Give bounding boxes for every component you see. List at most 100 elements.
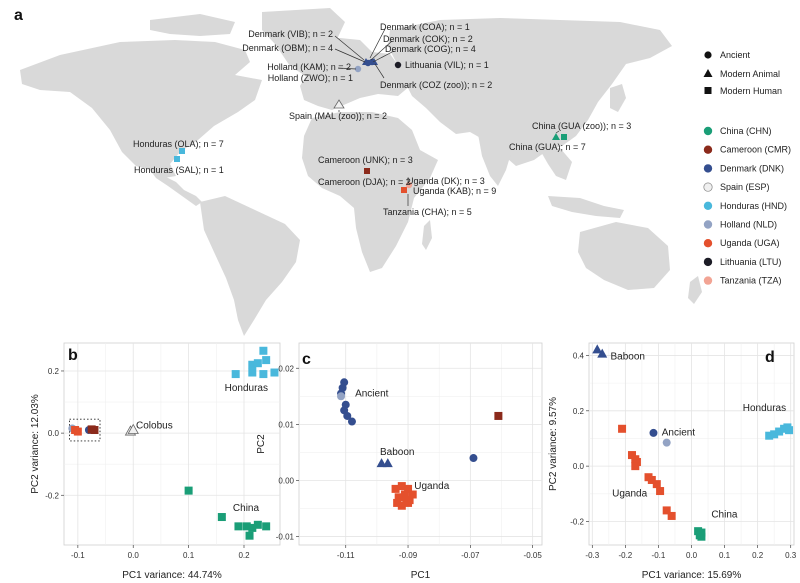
x-tick-label: -0.1 — [652, 551, 666, 560]
annotation-ancient: Ancient — [355, 388, 389, 399]
site-label-denmark-vib: Denmark (VIB); n = 2 — [248, 29, 333, 39]
legend-color-cmr — [703, 145, 713, 154]
legend-color-label-hnd: Honduras (HND) — [720, 201, 787, 211]
panel-label-c: c — [302, 351, 311, 368]
data-point-b-20 — [253, 520, 262, 529]
land-indonesia — [548, 196, 624, 218]
data-point-b-5 — [90, 426, 99, 435]
land-europe — [292, 38, 410, 110]
data-point-b-23 — [245, 531, 254, 540]
land-africa — [302, 112, 438, 272]
site-cameroon-marker — [364, 168, 370, 174]
land-japan — [610, 84, 626, 112]
legend-color-label-chn: China (CHN) — [720, 126, 772, 136]
y-tick-label: -0.01 — [276, 533, 295, 542]
annotation-honduras: Honduras — [225, 383, 268, 394]
legend-modern-human-label: Modern Human — [720, 86, 782, 96]
data-point-b-13 — [248, 368, 257, 377]
y-tick-label: 0.00 — [278, 476, 294, 485]
x-tick-label: -0.3 — [585, 551, 599, 560]
data-point-d-18 — [697, 532, 706, 541]
site-label-spain-mal: Spain (MAL (zoo)); n = 2 — [289, 111, 387, 121]
site-honduras-sal-marker — [174, 156, 180, 162]
legend-color-label-dnk: Denmark (DNK) — [720, 163, 784, 173]
legend-color-chn — [703, 126, 713, 136]
data-point-b-12 — [231, 370, 240, 379]
site-uganda-marker — [401, 187, 407, 193]
data-point-b-8 — [259, 346, 268, 355]
land-arctic-islands — [150, 14, 235, 36]
plot-area-c — [298, 342, 543, 546]
y-tick-label: -0.2 — [45, 491, 59, 500]
x-tick-label: 0.3 — [785, 551, 797, 560]
legend-color-label-esp: Spain (ESP) — [720, 182, 770, 192]
annotation-colobus: Colobus — [136, 420, 173, 431]
data-point-c-16 — [400, 490, 409, 499]
plot-area-b — [63, 342, 281, 546]
land-india — [478, 134, 512, 186]
land-australia — [578, 222, 670, 290]
data-point-c-14 — [404, 484, 413, 493]
annotation-honduras: Honduras — [743, 403, 786, 414]
data-point-d-8 — [631, 462, 640, 471]
y-tick-label: 0.01 — [278, 420, 294, 429]
pca-plot-d: -0.3 -0.2 -0.1 0.0 0.1 0.2 0.3 -0.2 0.0 0.2 0.4 PC1… — [548, 342, 797, 581]
site-label-denmark-coa: Denmark (COA); n = 1 — [380, 22, 470, 32]
data-point-b-9 — [248, 360, 257, 369]
x-tick-label: 0.2 — [238, 551, 250, 560]
x-tick-label: -0.07 — [461, 551, 480, 560]
site-label-holland-zwo: Holland (ZWO); n = 1 — [268, 73, 353, 83]
x-tick-label: 0.0 — [686, 551, 698, 560]
site-label-tanzania-cha: Tanzania (CHA); n = 5 — [383, 207, 472, 217]
data-point-d-19 — [765, 431, 774, 440]
data-point-d-10 — [647, 475, 656, 484]
site-holland-marker — [354, 65, 362, 73]
site-label-china-gua-zoo: China (GUA (zoo)); n = 3 — [532, 121, 631, 131]
land-south-america — [200, 196, 300, 336]
legend-color-label-nld: Holland (NLD) — [720, 220, 777, 230]
data-point-c-7 — [347, 417, 356, 426]
data-point-b-15 — [270, 368, 279, 377]
site-tanzania-marker — [405, 181, 413, 189]
legend-color-uga — [703, 239, 713, 248]
legend-color-esp — [703, 182, 713, 192]
legend-color-hnd — [703, 201, 713, 210]
site-label-denmark-coz: Denmark (COZ (zoo)); n = 2 — [380, 80, 492, 90]
pca-plot-c: -0.11 -0.09 -0.07 -0.05 -0.01 0.00 0.01 0.02 PC1… — [256, 342, 543, 581]
legend-modern-animal-label: Modern Animal — [720, 69, 780, 79]
data-point-d-21 — [775, 427, 784, 436]
data-point-c-9 — [494, 411, 503, 420]
annotation-baboon: Baboon — [610, 352, 644, 363]
site-spain-marker — [333, 99, 345, 109]
site-label-uganda-kab: Uganda (KAB); n = 9 — [413, 186, 496, 196]
legend-color-label-ltu: Lithuania (LTU) — [720, 257, 781, 267]
pca-plot-b: -0.1 0.0 0.1 0.2 -0.2 0.0 0.2 PC1 variance: 44.… — [30, 342, 281, 581]
data-point-d-20 — [770, 430, 779, 439]
site-label-honduras-ola: Honduras (OLA); n = 7 — [133, 139, 224, 149]
data-point-d-3 — [662, 438, 671, 447]
y-tick-label: 0.2 — [573, 407, 585, 416]
data-point-b-17 — [217, 513, 226, 522]
land-central-america — [150, 170, 202, 206]
site-label-lithuania-vil: Lithuania (VIL); n = 1 — [405, 60, 489, 70]
x-tick-label: -0.11 — [337, 551, 355, 560]
x-axis-title-b: PC1 variance: 44.74% — [122, 570, 222, 581]
highlight-box — [69, 418, 101, 442]
data-point-b-14 — [259, 370, 268, 379]
data-point-c-6 — [343, 411, 352, 420]
x-tick-label: 0.0 — [128, 551, 140, 560]
legend-modern-human-symbol — [704, 87, 712, 94]
site-denmark-coa-marker — [368, 58, 376, 66]
data-point-d-12 — [656, 487, 665, 496]
legend-color-tza — [703, 276, 713, 285]
x-tick-label: -0.1 — [71, 551, 85, 560]
data-point-c-8 — [469, 454, 478, 463]
data-point-d-5 — [627, 451, 636, 460]
data-point-c-11 — [382, 458, 393, 468]
land-north-america — [20, 40, 262, 178]
data-point-c-15 — [394, 493, 403, 502]
annotation-china: China — [711, 509, 738, 520]
legend-color-dnk — [703, 164, 713, 173]
site-label-denmark-cog: Denmark (COG); n = 4 — [385, 44, 476, 54]
annotation-china: China — [233, 503, 260, 514]
